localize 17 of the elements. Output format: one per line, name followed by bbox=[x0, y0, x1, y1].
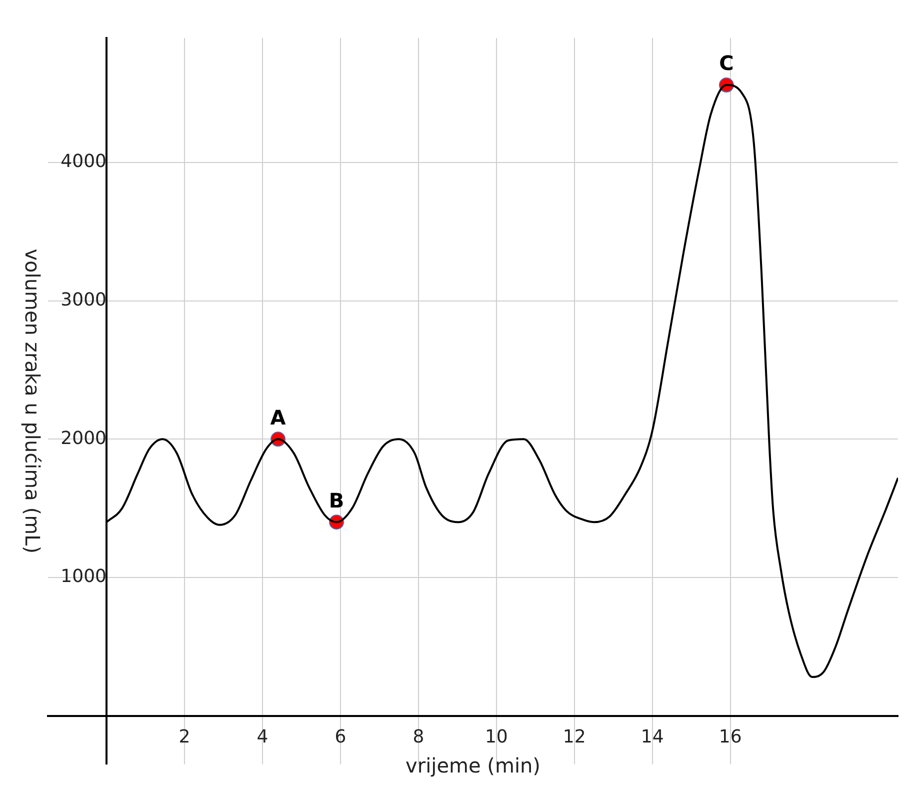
x-tick-label: 6 bbox=[334, 726, 346, 748]
x-tick-label: 2 bbox=[178, 726, 190, 748]
y-tick-label: 3000 bbox=[60, 289, 106, 310]
annotation: C bbox=[719, 51, 734, 76]
x-tick-label: 12 bbox=[562, 726, 586, 748]
x-axis-title: vrijeme (min) bbox=[406, 754, 540, 778]
x-tick-label: 4 bbox=[256, 726, 268, 748]
y-tick-label: 4000 bbox=[60, 151, 106, 172]
annotation: A bbox=[270, 405, 286, 430]
y-axis-title: volumen zraka u plućima (mL) bbox=[20, 248, 44, 554]
x-tick-label: 8 bbox=[412, 726, 424, 748]
y-tick-label: 2000 bbox=[60, 428, 106, 449]
x-tick-label: 10 bbox=[484, 726, 508, 748]
y-tick-label: 1000 bbox=[60, 566, 106, 588]
x-tick-label: 16 bbox=[718, 726, 742, 748]
x-tick-label: 14 bbox=[640, 726, 664, 748]
annotation: B bbox=[328, 488, 344, 512]
